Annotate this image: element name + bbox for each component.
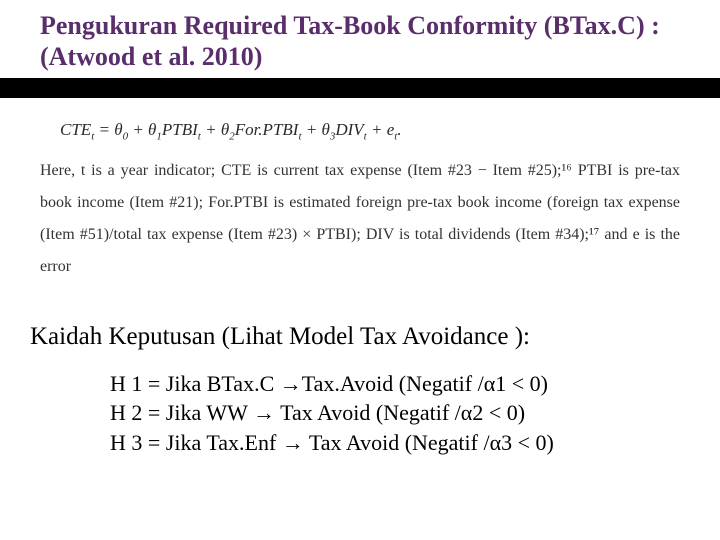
equation-region: CTEt = θ0 + θ1PTBIt + θ2For.PTBIt + θ3DI…: [0, 98, 720, 148]
description-region: Here, t is a year indicator; CTE is curr…: [0, 149, 720, 283]
hypothesis-3: H 3 = Jika Tax.Enf → Tax Avoid (Negatif …: [110, 428, 690, 458]
equation-text: CTEt = θ0 + θ1PTBIt + θ2For.PTBIt + θ3DI…: [60, 120, 402, 139]
slide-title: Pengukuran Required Tax-Book Conformity …: [40, 10, 690, 72]
decision-rule-heading: Kaidah Keputusan (Lihat Model Tax Avoida…: [30, 323, 690, 351]
hypothesis-2: H 2 = Jika WW → Tax Avoid (Negatif /α2 <…: [110, 398, 690, 428]
hypothesis-1: H 1 = Jika BTax.C →Tax.Avoid (Negatif /α…: [110, 369, 690, 399]
title-underline-stripe: [0, 78, 720, 98]
slide: Pengukuran Required Tax-Book Conformity …: [0, 0, 720, 540]
regression-equation: CTEt = θ0 + θ1PTBIt + θ2For.PTBIt + θ3DI…: [60, 120, 680, 142]
variable-description: Here, t is a year indicator; CTE is curr…: [40, 155, 680, 283]
decision-rule-region: Kaidah Keputusan (Lihat Model Tax Avoida…: [0, 283, 720, 351]
hypotheses-region: H 1 = Jika BTax.C →Tax.Avoid (Negatif /α…: [0, 351, 720, 458]
title-block: Pengukuran Required Tax-Book Conformity …: [0, 0, 720, 78]
